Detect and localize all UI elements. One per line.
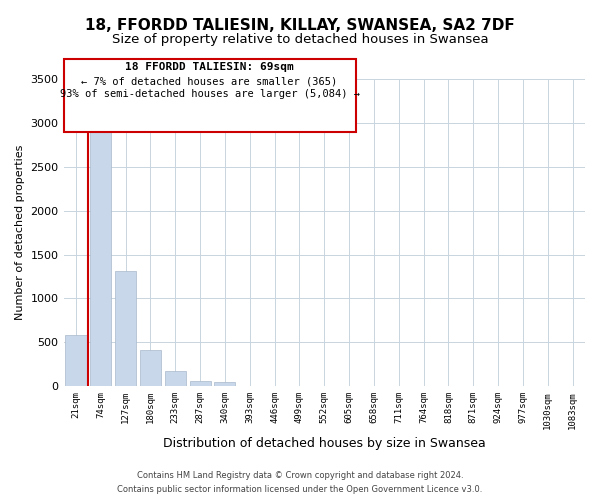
Y-axis label: Number of detached properties: Number of detached properties — [15, 145, 25, 320]
X-axis label: Distribution of detached houses by size in Swansea: Distribution of detached houses by size … — [163, 437, 485, 450]
Text: 18, FFORDD TALIESIN, KILLAY, SWANSEA, SA2 7DF: 18, FFORDD TALIESIN, KILLAY, SWANSEA, SA… — [85, 18, 515, 32]
Bar — [90, 129, 112, 386]
Bar — [115, 271, 136, 386]
Bar — [165, 372, 186, 386]
Bar — [65, 336, 86, 386]
Text: 93% of semi-detached houses are larger (5,084) →: 93% of semi-detached houses are larger (… — [59, 89, 359, 99]
Text: 18 FFORDD TALIESIN: 69sqm: 18 FFORDD TALIESIN: 69sqm — [125, 62, 294, 72]
Bar — [214, 382, 235, 386]
Text: Size of property relative to detached houses in Swansea: Size of property relative to detached ho… — [112, 32, 488, 46]
Bar — [190, 381, 211, 386]
Text: ← 7% of detached houses are smaller (365): ← 7% of detached houses are smaller (365… — [82, 76, 338, 86]
Bar — [140, 350, 161, 386]
Text: Contains HM Land Registry data © Crown copyright and database right 2024.
Contai: Contains HM Land Registry data © Crown c… — [118, 472, 482, 494]
